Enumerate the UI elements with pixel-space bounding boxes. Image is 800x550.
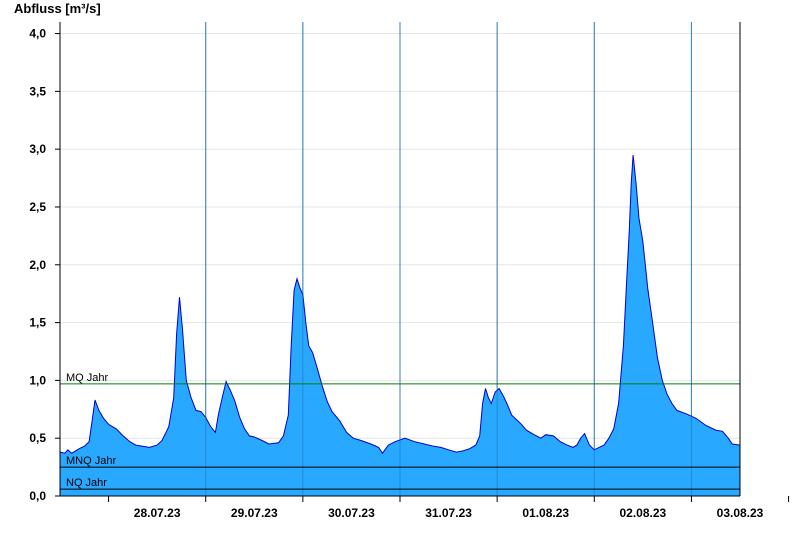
reference-label: MQ Jahr <box>66 372 109 384</box>
x-axis: 28.07.23 29.07.23 30.07.23 31.07.23 01.08.23… <box>108 496 790 520</box>
x-tick-label: 31.07.23 <box>425 506 472 520</box>
x-tick-label: 03.08.23 <box>717 506 764 520</box>
y-tick-label: 3,5 <box>29 84 46 98</box>
y-tick-label: 0,5 <box>29 431 46 445</box>
reference-label: MNQ Jahr <box>66 455 116 467</box>
y-tick-label: 4,0 <box>29 27 46 41</box>
y-axis: 0,0 0,5 1,0 1,5 2,0 2,5 3,0 3,5 4,0 <box>29 27 60 503</box>
y-axis-title: Abfluss [m³/s] <box>14 1 101 16</box>
x-tick-label: 28.07.23 <box>134 506 181 520</box>
x-tick-label: 02.08.23 <box>619 506 666 520</box>
reference-lines: MQ Jahr MNQ Jahr NQ Jahr <box>60 372 740 490</box>
y-tick-label: 3,0 <box>29 142 46 156</box>
discharge-line <box>59 154 741 455</box>
x-tick-label: 30.07.23 <box>328 506 375 520</box>
y-tick-label: 2,5 <box>29 200 46 214</box>
y-tick-label: 0,0 <box>29 489 46 503</box>
y-tick-label: 1,0 <box>29 373 46 387</box>
y-tick-label: 1,5 <box>29 316 46 330</box>
y-tick-label: 2,0 <box>29 258 46 272</box>
x-tick-label: 01.08.23 <box>522 506 569 520</box>
reference-label: NQ Jahr <box>66 477 107 489</box>
discharge-area <box>60 155 740 496</box>
x-tick-label: 29.07.23 <box>231 506 278 520</box>
